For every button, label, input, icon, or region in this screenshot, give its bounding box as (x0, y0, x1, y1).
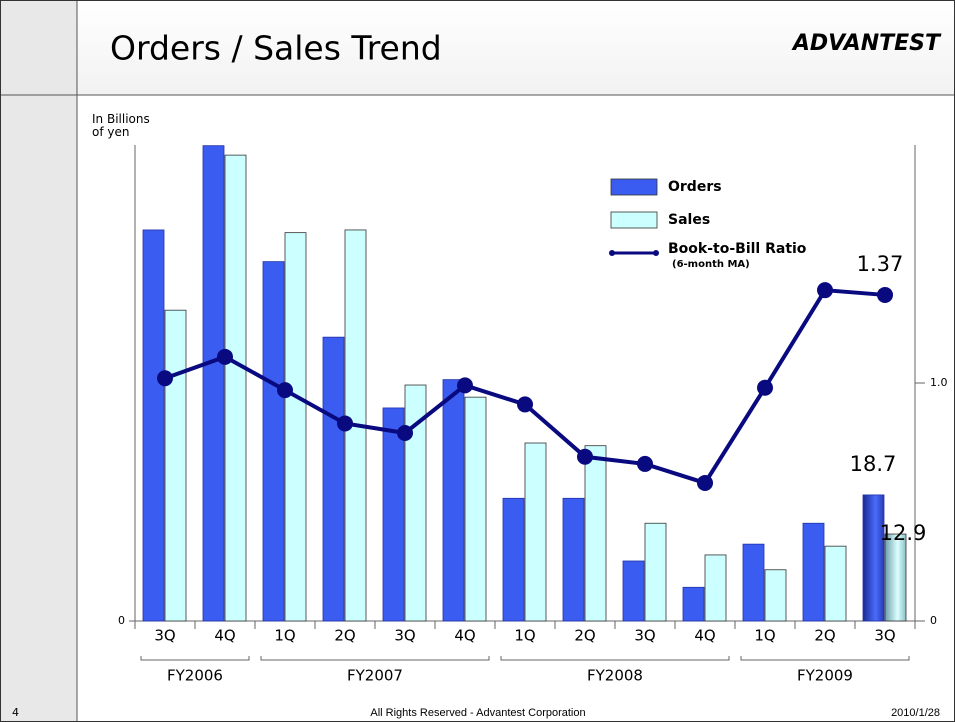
x-tick-label: 4Q (694, 627, 715, 645)
x-tick-label: 3Q (874, 627, 895, 645)
x-tick-label: 2Q (814, 627, 835, 645)
x-tick-label: 1Q (754, 627, 775, 645)
ratio-point (157, 370, 173, 387)
group-bracket (260, 656, 490, 661)
legend-dot (653, 250, 659, 256)
y2-tick-label: 0 (930, 614, 937, 627)
bar (464, 396, 487, 622)
ratio-point (697, 474, 713, 491)
legend-swatch (610, 211, 658, 229)
group-bracket (140, 656, 250, 661)
slide-title: Orders / Sales Trend (110, 29, 442, 68)
date: 2010/1/28 (891, 707, 940, 719)
bar (142, 229, 165, 622)
bar (164, 309, 187, 622)
ratio-point (517, 396, 533, 413)
x-tick-label: 3Q (154, 627, 175, 645)
x-tick-label: 1Q (514, 627, 535, 645)
bar (322, 336, 345, 622)
bar (442, 379, 465, 622)
bar (824, 545, 847, 622)
bar (682, 586, 705, 622)
bar (742, 543, 765, 622)
bar (862, 494, 885, 622)
x-tick-label: 4Q (454, 627, 475, 645)
legend-swatch (610, 178, 658, 196)
ratio-point (817, 282, 833, 299)
footer: All Rights Reserved - Advantest Corporat… (370, 707, 585, 719)
data-label: 18.7 (850, 452, 897, 476)
bar (262, 261, 285, 622)
bar (802, 522, 825, 622)
bar (382, 407, 405, 622)
bar (524, 442, 547, 622)
header-band (0, 0, 955, 95)
group-label: FY2007 (347, 667, 403, 685)
ratio-point (577, 448, 593, 465)
side-column (0, 0, 77, 722)
x-tick-label: 2Q (574, 627, 595, 645)
ratio-point (637, 455, 653, 472)
ratio-point (217, 348, 233, 365)
x-tick-label: 1Q (274, 627, 295, 645)
bar (284, 232, 307, 622)
x-tick-label: 2Q (334, 627, 355, 645)
group-bracket (500, 656, 730, 661)
legend-label: Sales (668, 212, 710, 228)
bar (622, 560, 645, 622)
data-label: 12.9 (880, 521, 927, 545)
x-tick-label: 4Q (214, 627, 235, 645)
y2-tick-label: 1.0 (930, 376, 948, 389)
bar (764, 569, 787, 622)
x-tick-label: 3Q (634, 627, 655, 645)
bar (704, 554, 727, 622)
ratio-point (877, 286, 893, 303)
group-label: FY2006 (167, 667, 223, 685)
bar (584, 445, 607, 622)
bar (562, 497, 585, 622)
y-axis-label-box: In Billions of yen (92, 113, 150, 139)
group-label: FY2009 (797, 667, 853, 685)
legend-sublabel: (6-month MA) (672, 259, 750, 270)
ratio-point (457, 377, 473, 394)
x-tick-label: 3Q (394, 627, 415, 645)
legend-label: Book-to-Bill Ratio (668, 241, 807, 257)
ratio-point (277, 382, 293, 399)
y-axis-label: In Billions of yen (92, 113, 150, 139)
bar (502, 497, 525, 622)
bar (224, 154, 247, 622)
bar (884, 533, 907, 622)
ratio-point (397, 424, 413, 441)
ratio-point (757, 379, 773, 396)
y-tick-label: 0 (118, 614, 125, 627)
ratio-point (337, 415, 353, 432)
legend-label: Orders (668, 179, 722, 195)
bar (644, 522, 667, 622)
page-number: 4 (12, 706, 19, 719)
group-label: FY2008 (587, 667, 643, 685)
logo: ADVANTEST (791, 31, 942, 56)
bar (202, 145, 225, 622)
legend-dot (609, 250, 615, 256)
data-label: 1.37 (857, 252, 904, 276)
bar (404, 384, 427, 622)
group-bracket (740, 656, 910, 661)
